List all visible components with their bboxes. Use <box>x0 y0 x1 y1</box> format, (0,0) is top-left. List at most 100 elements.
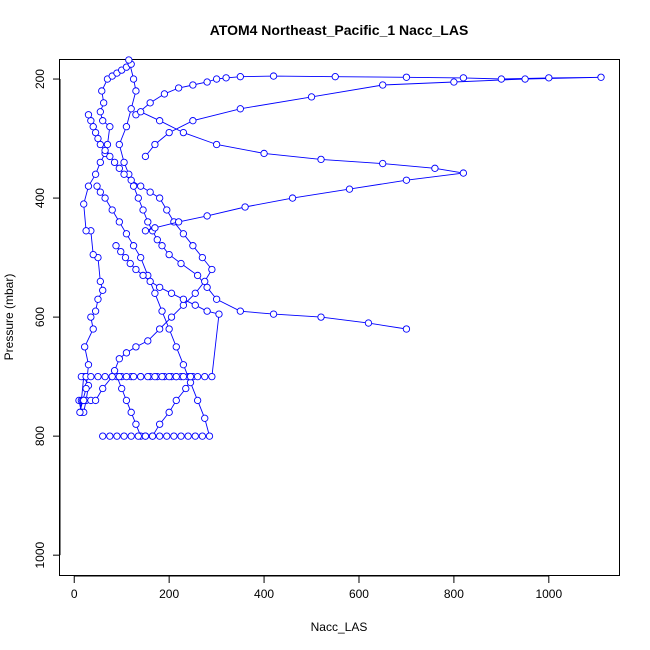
data-point <box>144 372 152 381</box>
data-point <box>132 265 140 274</box>
data-point <box>212 75 221 83</box>
data-point <box>172 396 180 405</box>
data-point <box>141 432 150 440</box>
x-axis: 0 200 400 600 800 1000 <box>71 575 562 601</box>
data-point <box>402 325 411 333</box>
data-point <box>125 56 133 64</box>
data-point <box>193 372 202 381</box>
data-point <box>156 432 164 440</box>
data-point <box>91 396 100 405</box>
data-point <box>80 396 88 405</box>
data-point <box>184 432 192 440</box>
data-point <box>497 75 506 83</box>
data-point <box>288 194 297 202</box>
data-point <box>82 227 90 235</box>
data-point <box>99 286 107 294</box>
data-point <box>117 247 125 256</box>
y-tick-label: 600 <box>33 307 47 327</box>
data-point <box>151 289 159 297</box>
data-point <box>521 75 529 83</box>
data-point <box>127 432 135 440</box>
data-point <box>177 432 185 440</box>
data-point <box>122 123 131 131</box>
data-point <box>208 265 216 274</box>
data-point <box>431 164 439 172</box>
data-point <box>156 325 164 333</box>
data-point <box>129 182 138 190</box>
data-point <box>101 146 109 155</box>
data-point <box>179 361 188 369</box>
data-point <box>269 310 278 318</box>
data-point <box>156 283 164 291</box>
data-point <box>146 188 154 196</box>
data-point <box>241 203 249 211</box>
data-point <box>144 337 152 345</box>
data-point <box>203 283 211 291</box>
data-point <box>459 74 468 82</box>
data-point <box>106 432 114 440</box>
data-point <box>156 420 164 428</box>
data-point <box>153 236 161 244</box>
data-point <box>91 170 100 178</box>
y-axis: 200 400 600 800 1000 <box>33 69 61 569</box>
data-point <box>345 185 354 193</box>
data-point <box>103 140 112 149</box>
data-point <box>144 218 152 226</box>
series-5 <box>93 182 214 440</box>
data-point <box>129 242 138 250</box>
data-point <box>89 123 97 131</box>
data-point <box>212 295 221 303</box>
data-point <box>99 117 107 125</box>
data-point <box>215 310 223 318</box>
x-tick-label: 800 <box>444 587 464 601</box>
data-point <box>158 372 166 381</box>
data-point <box>115 164 123 172</box>
data-point <box>132 343 140 351</box>
data-point <box>307 93 316 101</box>
data-point <box>236 105 244 113</box>
data-point <box>132 420 140 428</box>
data-point <box>141 152 150 161</box>
data-point <box>96 140 104 149</box>
data-point <box>179 301 188 309</box>
data-point <box>236 73 244 81</box>
x-tick-label: 200 <box>159 587 179 601</box>
data-point <box>260 149 268 158</box>
series-6 <box>77 242 223 381</box>
data-point <box>174 218 183 226</box>
data-point <box>146 99 154 107</box>
data-point <box>208 372 216 381</box>
data-point <box>201 372 209 381</box>
data-point <box>156 117 164 125</box>
data-point <box>203 78 211 86</box>
data-point <box>81 343 89 351</box>
series-1 <box>75 56 411 416</box>
data-point <box>96 158 104 167</box>
data-point <box>179 372 188 381</box>
data-point <box>156 194 164 202</box>
data-point <box>189 117 197 125</box>
data-point <box>99 384 107 393</box>
data-point <box>364 319 373 327</box>
data-point <box>179 128 188 137</box>
data-point <box>80 200 88 208</box>
data-point <box>146 277 154 286</box>
series-layer <box>75 56 605 440</box>
data-point <box>134 432 142 440</box>
series-4 <box>137 108 468 235</box>
data-point <box>158 307 166 315</box>
data-point <box>126 259 134 268</box>
data-point <box>137 253 145 262</box>
data-point <box>120 170 128 178</box>
data-point <box>597 73 605 81</box>
data-point <box>96 108 104 116</box>
data-point <box>84 182 93 190</box>
data-point <box>179 230 188 238</box>
data-point <box>115 218 123 226</box>
y-tick-label: 1000 <box>33 541 47 568</box>
data-point <box>158 242 166 250</box>
data-point <box>137 372 145 381</box>
data-point <box>82 384 90 393</box>
data-point <box>122 396 131 405</box>
data-point <box>122 230 131 238</box>
